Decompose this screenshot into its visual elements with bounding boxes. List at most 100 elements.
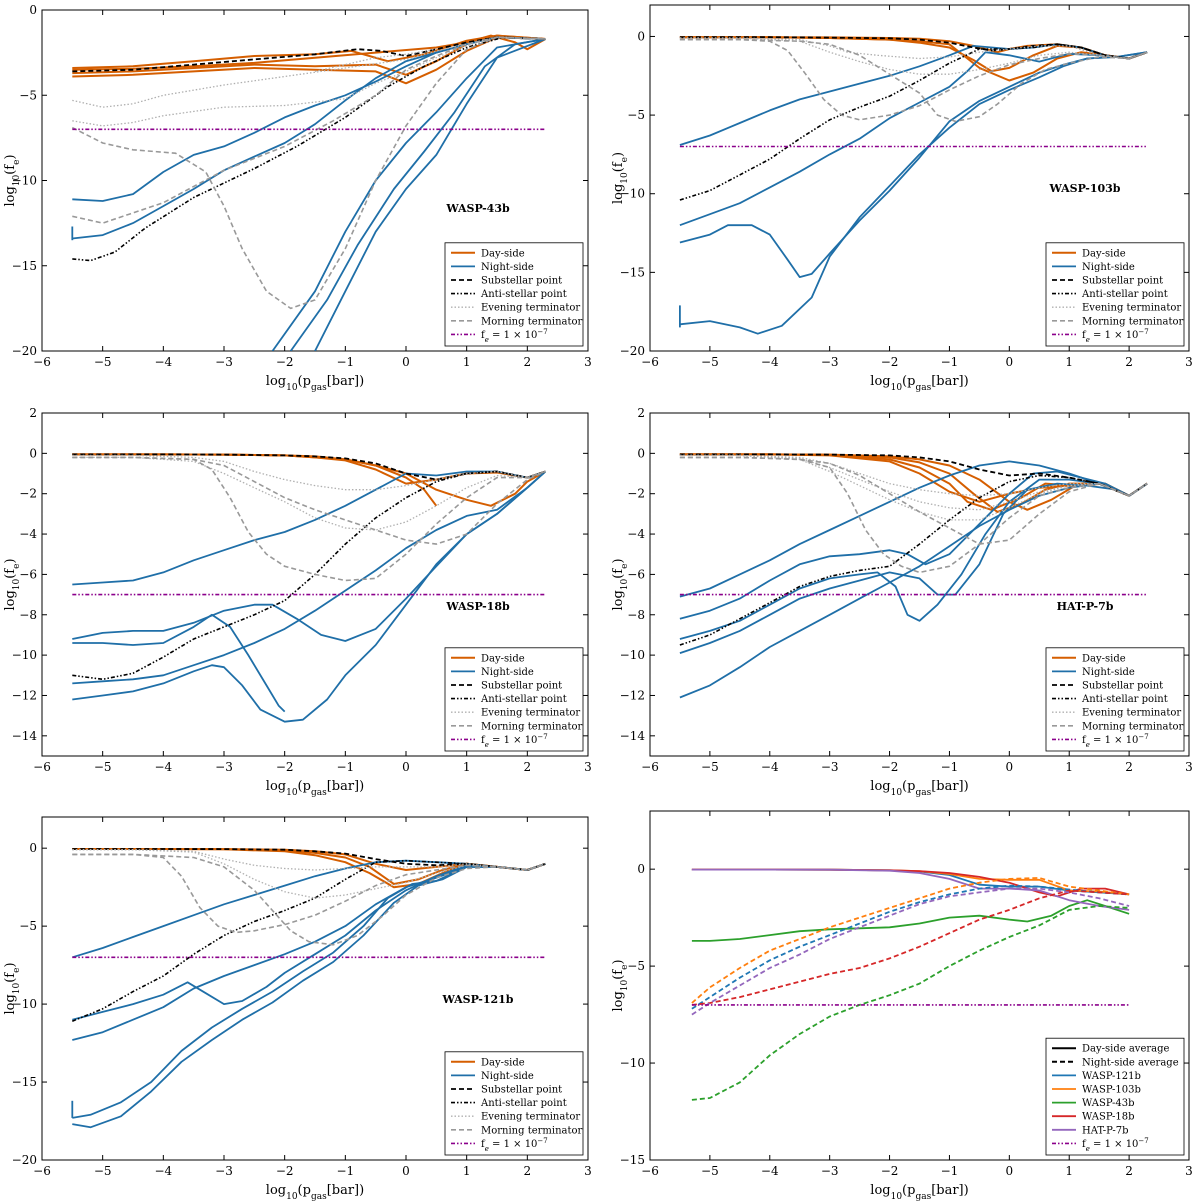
series-line-night-side: [72, 470, 546, 586]
legend-label: Evening terminator: [481, 708, 580, 719]
legend-label: Day-side: [481, 1057, 525, 1068]
series-line-substellar-point: [72, 36, 546, 73]
y-tick-label: −20: [12, 344, 37, 358]
y-axis-label: log10(fe): [3, 962, 22, 1014]
x-tick-label: −2: [881, 1164, 899, 1178]
x-tick-label: 2: [524, 760, 532, 774]
x-tick-label: −5: [701, 760, 719, 774]
x-tick-label: 1: [1065, 1164, 1073, 1178]
legend-label: WASP-121b: [1082, 1071, 1141, 1082]
x-tick-label: 2: [524, 355, 532, 369]
x-tick-label: 3: [584, 1164, 592, 1178]
y-tick-label: −5: [19, 88, 37, 102]
y-tick-label: −15: [620, 265, 645, 279]
x-tick-label: −6: [641, 760, 659, 774]
legend-label: fe = 1 × 10−7: [481, 733, 548, 749]
series-group: [71, 848, 546, 1129]
legend: Day-side Night-side Substellar point Anti-s…: [444, 242, 584, 347]
series-line-night-side-average-wasp-18b: [691, 889, 1130, 1006]
x-tick-label: −2: [276, 355, 294, 369]
series-line-night-side: [679, 470, 1148, 620]
series-line-anti-stellar-point: [72, 36, 546, 262]
series-line-day-side: [72, 453, 546, 485]
series-line-evening-terminator: [679, 37, 1148, 75]
legend-label: Substellar point: [481, 1085, 562, 1096]
series-line-evening-terminator: [72, 454, 546, 491]
y-tick-label: −14: [620, 729, 646, 743]
legend-label: Day-side: [481, 248, 525, 259]
x-axis-label: log10(pgas[bar]): [266, 1183, 364, 1201]
y-tick-label: −20: [620, 344, 645, 358]
panel-4: −6 −5 −4 −3 −2 −1 0 1 2 320−2−4−6−8−10−12−14log10…: [611, 406, 1193, 798]
legend-label: WASP-18b: [1082, 1112, 1135, 1123]
x-tick-label: −2: [881, 760, 899, 774]
x-tick-label: 0: [1006, 760, 1014, 774]
series-line-anti-stellar-point: [679, 474, 1148, 646]
x-axis-label: log10(pgas[bar]): [870, 779, 968, 798]
x-tick-label: −6: [641, 1164, 659, 1178]
x-tick-label: 1: [463, 760, 471, 774]
legend-label: Day-side: [481, 653, 525, 664]
series-line-night-side: [72, 470, 547, 685]
y-tick-label: −15: [12, 1075, 37, 1089]
series-line-night-side: [679, 51, 1148, 227]
series-line-night-side: [679, 478, 1148, 640]
legend-label: Day-side average: [1082, 1044, 1170, 1055]
x-tick-label: −1: [336, 760, 354, 774]
x-axis-label: log10(pgas[bar]): [870, 1183, 968, 1201]
series-line-night-side: [72, 613, 286, 713]
y-tick-label: 0: [29, 841, 37, 855]
x-tick-label: 3: [1185, 355, 1193, 369]
legend-label: Night-side: [1082, 667, 1135, 678]
x-tick-label: −5: [94, 355, 112, 369]
legend-label: fe = 1 × 10−7: [481, 1137, 548, 1153]
planet-label: HAT-P-7b: [1057, 600, 1114, 613]
legend-label: Evening terminator: [481, 303, 580, 314]
x-tick-label: −1: [941, 355, 959, 369]
x-tick-label: −4: [154, 760, 172, 774]
x-tick-label: −6: [33, 355, 51, 369]
series-line-day-side: [72, 36, 546, 85]
series-line-evening-terminator: [72, 849, 546, 899]
x-tick-label: −3: [821, 355, 839, 369]
series-line-night-side: [72, 470, 547, 723]
legend: Day-side Night-side Substellar point Anti-s…: [1045, 242, 1185, 347]
legend-label: HAT-P-7b: [1082, 1125, 1128, 1136]
x-tick-label: 0: [402, 760, 410, 774]
x-tick-label: −5: [701, 355, 719, 369]
legend: Day-side Night-side Substellar point Anti-s…: [1045, 647, 1185, 752]
x-axis-label: log10(pgas[bar]): [266, 374, 364, 393]
planet-label: WASP-18b: [445, 600, 510, 613]
panel-5: −6 −5 −4 −3 −2 −1 0 1 2 30−5−10−15−20log10(pgas[b…: [3, 816, 592, 1201]
legend-label: Day-side: [1082, 653, 1126, 664]
series-group: [72, 453, 547, 723]
y-tick-label: −6: [627, 567, 645, 581]
legend-label: Morning terminator: [1082, 316, 1184, 327]
x-tick-label: −4: [761, 355, 779, 369]
y-axis-label: log10(fe): [611, 152, 630, 204]
y-tick-label: −10: [12, 997, 37, 1011]
y-tick-label: −10: [620, 648, 645, 662]
series-line-night-side: [679, 482, 1148, 699]
x-tick-label: −1: [941, 1164, 959, 1178]
legend-label: Morning terminator: [1082, 721, 1184, 732]
series-line-night-side: [679, 51, 1148, 335]
x-tick-label: −2: [276, 760, 294, 774]
legend-label: Morning terminator: [481, 1125, 583, 1136]
series-line-morning-terminator: [72, 853, 546, 946]
x-tick-label: −4: [761, 760, 779, 774]
legend-label: Evening terminator: [1082, 303, 1181, 314]
legend-label: fe = 1 × 10−7: [1082, 1137, 1149, 1153]
series-line-night-side: [289, 38, 546, 351]
series-line-night-side-average-wasp-43b: [691, 905, 1130, 1101]
x-tick-label: −3: [821, 1164, 839, 1178]
planet-label: WASP-43b: [445, 202, 510, 215]
legend-label: Substellar point: [481, 681, 562, 692]
planet-label: WASP-103b: [1048, 182, 1120, 195]
series-line-day-side-average-wasp-43b: [691, 899, 1130, 942]
legend-label: WASP-43b: [1082, 1098, 1135, 1109]
series-line-morning-terminator: [679, 38, 1148, 123]
y-tick-label: −15: [12, 259, 37, 273]
y-tick-label: 2: [29, 406, 37, 420]
x-tick-label: −4: [154, 1164, 172, 1178]
